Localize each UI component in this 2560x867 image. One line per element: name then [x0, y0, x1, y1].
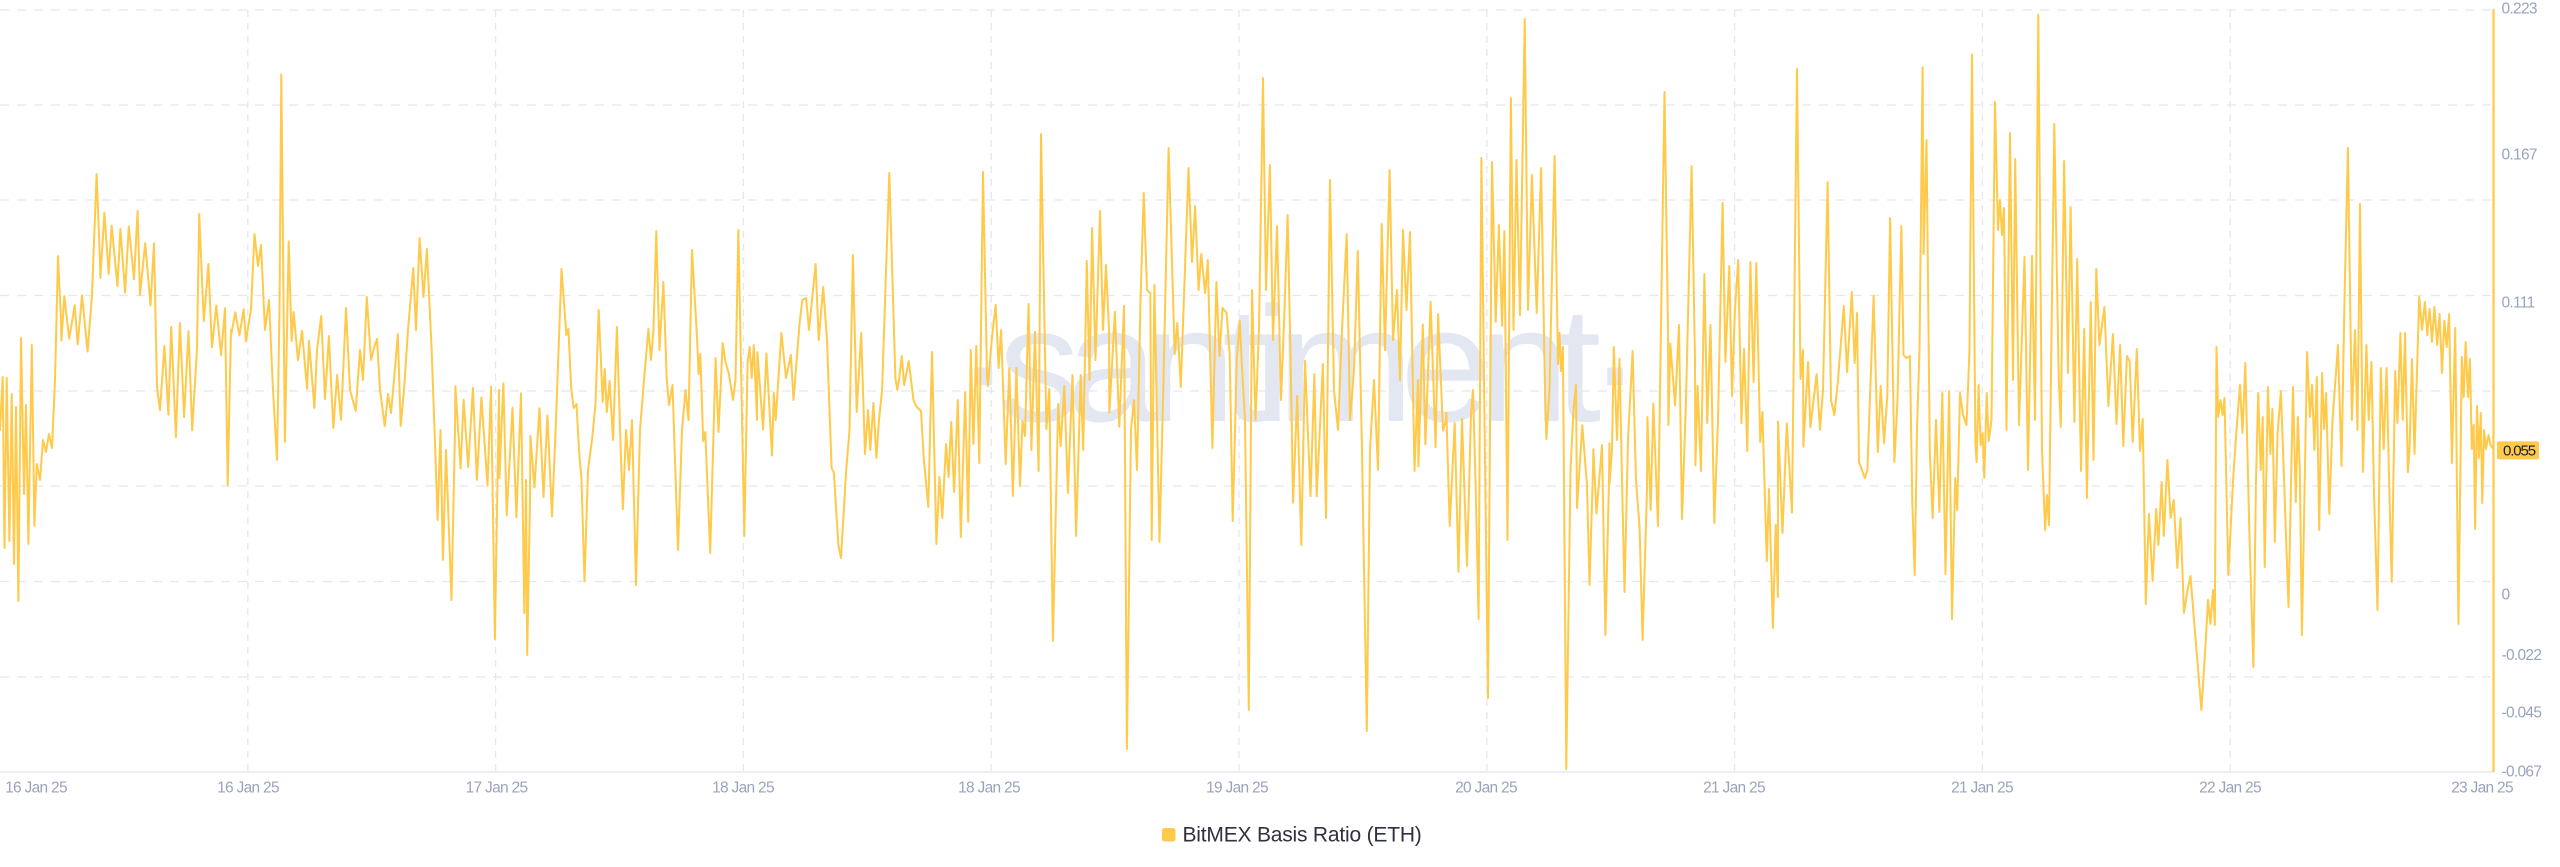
svg-text:18 Jan 25: 18 Jan 25 — [958, 780, 1020, 797]
svg-text:22 Jan 25: 22 Jan 25 — [2199, 780, 2261, 797]
svg-text:-0.067: -0.067 — [2502, 764, 2542, 781]
svg-text:16 Jan 25: 16 Jan 25 — [217, 780, 279, 797]
svg-text:16 Jan 25: 16 Jan 25 — [5, 780, 67, 797]
svg-text:-0.045: -0.045 — [2502, 705, 2542, 722]
svg-text:18 Jan 25: 18 Jan 25 — [712, 780, 774, 797]
svg-text:BitMEX Basis Ratio (ETH): BitMEX Basis Ratio (ETH) — [1183, 824, 1422, 847]
svg-text:21 Jan 25: 21 Jan 25 — [1703, 780, 1765, 797]
svg-text:20 Jan 25: 20 Jan 25 — [1455, 780, 1517, 797]
svg-text:17 Jan 25: 17 Jan 25 — [466, 780, 528, 797]
svg-text:0.223: 0.223 — [2502, 1, 2537, 18]
svg-text:0.111: 0.111 — [2502, 295, 2535, 312]
svg-text:0.167: 0.167 — [2502, 147, 2537, 164]
svg-text:23 Jan 25: 23 Jan 25 — [2451, 780, 2513, 797]
svg-text:0.055: 0.055 — [2503, 443, 2536, 460]
svg-text:-0.022: -0.022 — [2502, 647, 2542, 664]
svg-text:19 Jan 25: 19 Jan 25 — [1206, 780, 1268, 797]
svg-text:21 Jan 25: 21 Jan 25 — [1951, 780, 2013, 797]
svg-text:0: 0 — [2502, 587, 2511, 604]
